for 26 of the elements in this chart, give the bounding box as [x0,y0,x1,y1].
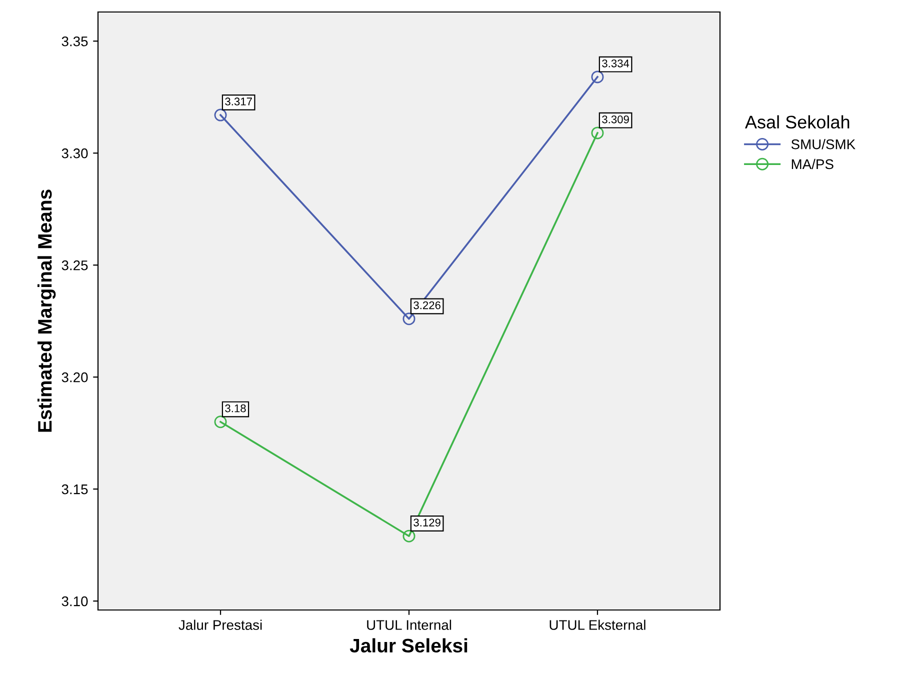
data-label: 3.129 [414,518,440,526]
point [402,530,416,542]
point [591,70,604,84]
data-label: 3.309 [602,115,629,124]
x-tick-label: UTUL Internal [367,620,452,630]
point [214,416,227,428]
y-tick-label: 3.20 [62,372,88,382]
legend-title: Asal Sekolah [744,115,850,129]
y-tick-label: 3.30 [62,148,88,158]
y-tick-label: 3.25 [62,260,88,270]
point [591,126,604,140]
y-tick-label: 3.10 [62,596,88,606]
y-axis-title: Estimated Marginal Means [37,190,56,432]
data-label: 3.334 [602,59,630,68]
data-label: 3.317 [225,98,252,106]
x-tick-label: UTUL Eksternal [550,620,646,630]
data-label: 3.18 [225,404,246,412]
point [214,108,227,122]
y-tick-label: 3.15 [62,484,88,494]
y-tick-label: 3.35 [62,36,88,46]
point [402,312,416,326]
x-axis-title: Jalur Seleksi [350,638,468,653]
data-label: 3.226 [414,301,440,310]
x-tick-label: Jalur Prestasi [178,620,262,630]
legend-label: SMU/SMK [791,139,856,150]
legend-label: MA/PS [792,158,834,170]
